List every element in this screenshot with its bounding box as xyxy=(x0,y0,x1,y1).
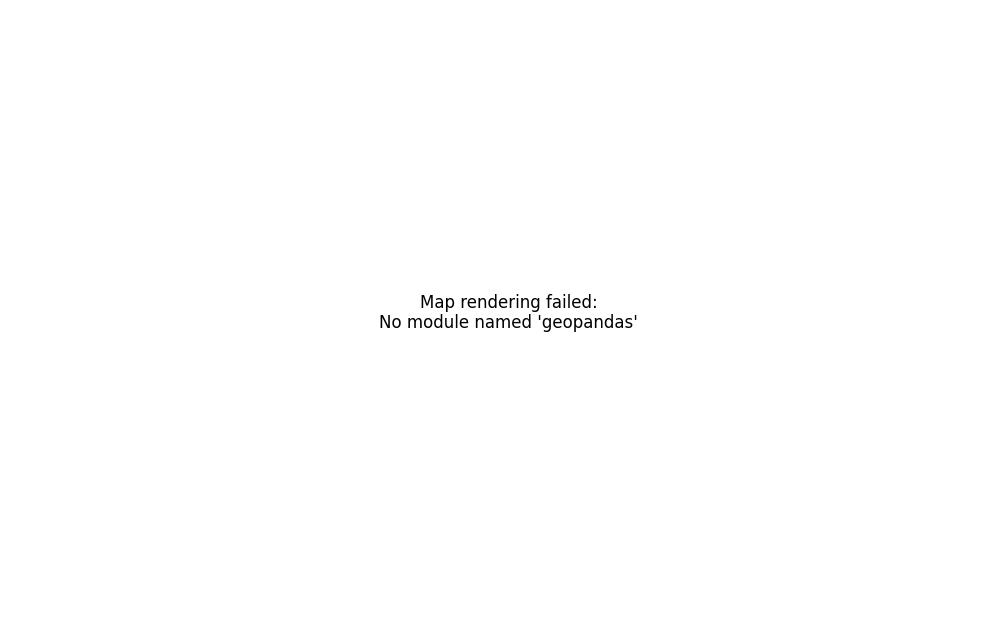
Text: Map rendering failed:
No module named 'geopandas': Map rendering failed: No module named 'g… xyxy=(379,294,638,332)
